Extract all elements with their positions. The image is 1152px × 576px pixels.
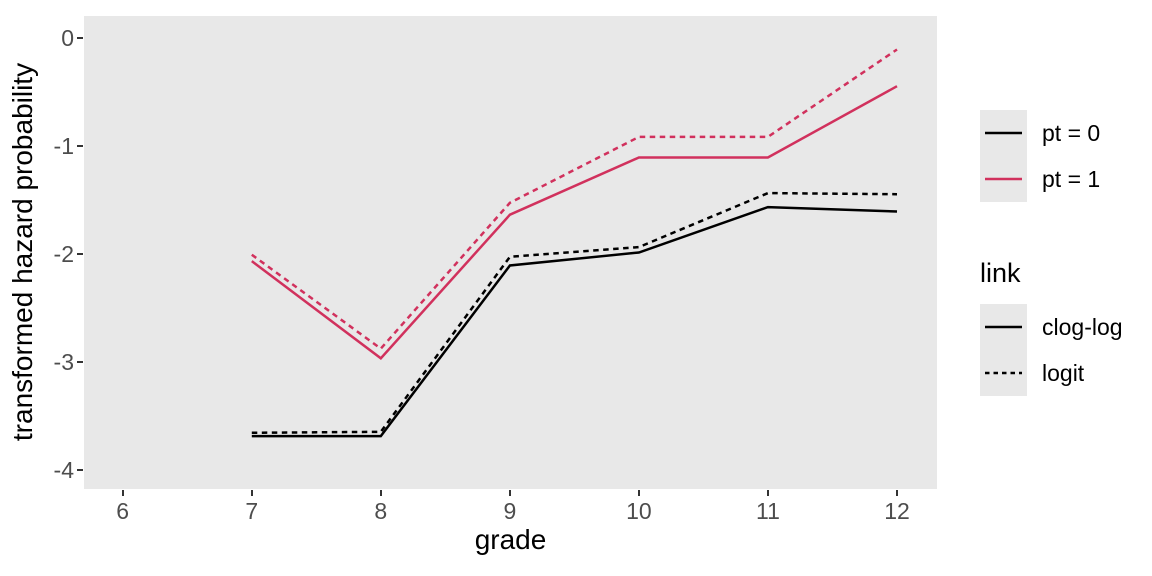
y-tick-label: -4 [53,456,74,483]
legend-label-cloglog: clog-log [1042,314,1123,340]
x-tick-label: 10 [626,498,652,524]
x-tick-mark [637,490,640,496]
y-tick-label: -2 [53,240,74,267]
y-tick-mark [77,252,83,255]
x-tick-mark [121,490,124,496]
y-tick-mark [77,360,83,363]
series-line-0 [251,205,898,438]
x-tick-label: 6 [116,498,130,524]
y-tick-mark [77,468,83,471]
x-axis-title: grade [474,524,547,555]
y-tick-label: -1 [53,132,74,159]
series-line-2 [251,85,898,360]
x-tick-mark [766,490,769,496]
x-tick-mark [379,490,382,496]
legend-title-link: link [980,258,1021,288]
legend-key-line-logit [985,371,1022,375]
y-tick-label: -3 [53,348,74,375]
legend-key-line-pt0 [985,131,1022,135]
legend-key-cloglog [980,304,1027,350]
legend-key-line-pt1 [985,177,1022,181]
series-line-3 [251,48,898,351]
y-tick-mark [77,144,83,147]
x-tick-label: 12 [884,498,910,524]
series-line-1 [251,191,898,435]
x-tick-label: 11 [755,498,780,524]
legend-label-pt1: pt = 1 [1042,166,1101,192]
x-tick-label: 7 [245,498,259,524]
plot-lines-canvas [251,48,898,438]
x-tick-mark [895,490,898,496]
legend-label-pt0: pt = 0 [1042,120,1101,146]
plot-panel [84,16,937,489]
legend-key-pt0 [980,110,1027,156]
y-tick-label: 0 [61,24,74,51]
legend-label-logit: logit [1042,360,1085,386]
legend-key-line-cloglog [985,325,1022,329]
legend-key-logit [980,350,1027,396]
x-tick-mark [250,490,253,496]
y-tick-mark [77,36,83,39]
x-tick-label: 9 [503,498,517,524]
x-tick-label: 8 [374,498,388,524]
legend-key-pt1 [980,156,1027,202]
x-tick-mark [508,490,511,496]
